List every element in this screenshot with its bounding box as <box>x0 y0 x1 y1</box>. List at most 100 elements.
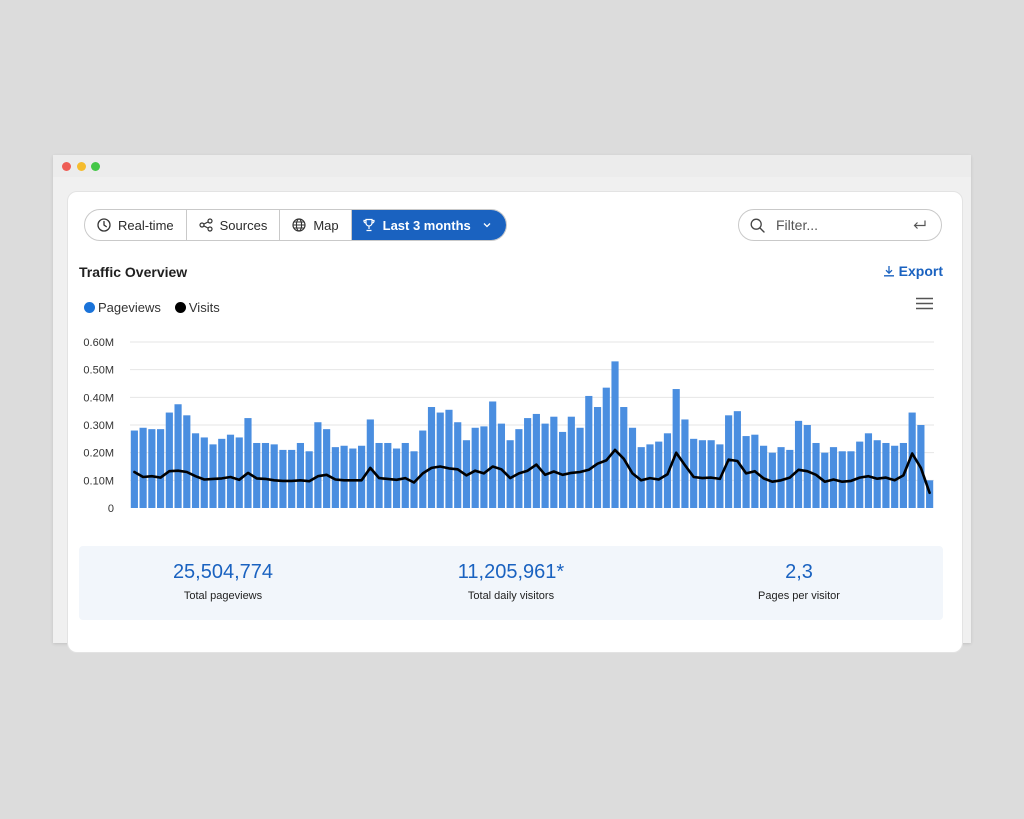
y-tick-label: 0.10M <box>83 475 114 487</box>
pageviews-bar[interactable] <box>305 451 313 508</box>
pageviews-bar[interactable] <box>384 442 392 508</box>
pageviews-bar[interactable] <box>261 442 270 508</box>
legend-item-pageviews[interactable]: Pageviews <box>84 300 161 315</box>
pageviews-bar[interactable] <box>655 441 663 508</box>
pageviews-bar[interactable] <box>637 447 645 508</box>
pageviews-bar[interactable] <box>585 395 593 508</box>
pageviews-bar[interactable] <box>157 429 165 508</box>
clock-icon <box>97 218 111 232</box>
pageviews-bar[interactable] <box>165 412 173 508</box>
export-button[interactable]: Export <box>883 263 943 279</box>
tab-map[interactable]: Map <box>280 210 352 240</box>
pageviews-bar[interactable] <box>436 412 444 508</box>
view-switcher: Real-time Sources Map <box>84 209 507 241</box>
pageviews-bar[interactable] <box>856 441 864 508</box>
pageviews-bar[interactable] <box>777 447 785 508</box>
pageviews-bar[interactable] <box>358 445 366 508</box>
pageviews-bar[interactable] <box>646 444 654 508</box>
minimize-window-button[interactable] <box>77 162 86 171</box>
pageviews-bar[interactable] <box>270 444 278 508</box>
pageviews-bar[interactable] <box>794 420 803 508</box>
pageviews-bar[interactable] <box>454 422 462 508</box>
enter-icon[interactable] <box>912 219 927 232</box>
pageviews-bar[interactable] <box>253 442 261 508</box>
pageviews-bar[interactable] <box>576 427 584 508</box>
export-label: Export <box>898 263 943 279</box>
pageviews-bar[interactable] <box>340 445 348 508</box>
pageviews-bar[interactable] <box>130 430 138 508</box>
maximize-window-button[interactable] <box>91 162 100 171</box>
filter-input[interactable] <box>774 216 908 234</box>
pageviews-bar[interactable] <box>288 449 296 508</box>
pageviews-bar[interactable] <box>891 445 899 508</box>
pageviews-bar[interactable] <box>314 422 322 508</box>
pageviews-bar[interactable] <box>375 442 383 508</box>
pageviews-bar[interactable] <box>663 433 672 508</box>
pageviews-bar[interactable] <box>803 425 811 508</box>
pageviews-bar[interactable] <box>567 416 575 508</box>
pageviews-bar[interactable] <box>628 427 637 508</box>
close-window-button[interactable] <box>62 162 71 171</box>
pageviews-bar[interactable] <box>515 429 523 508</box>
pageviews-bar[interactable] <box>550 416 558 508</box>
pageviews-bar[interactable] <box>200 437 208 508</box>
pageviews-bar[interactable] <box>148 429 156 508</box>
pageviews-bar[interactable] <box>698 440 706 508</box>
pageviews-bar[interactable] <box>873 440 881 508</box>
pageviews-bar[interactable] <box>838 451 846 508</box>
pageviews-bar[interactable] <box>593 407 602 508</box>
pageviews-bar[interactable] <box>882 442 890 508</box>
pageviews-bar[interactable] <box>209 444 217 508</box>
pageviews-bar[interactable] <box>690 438 698 508</box>
pageviews-bar[interactable] <box>733 411 741 508</box>
pageviews-bar[interactable] <box>401 442 409 508</box>
pageviews-bar[interactable] <box>419 430 427 508</box>
pageviews-bar[interactable] <box>427 407 436 508</box>
pageviews-bar[interactable] <box>349 448 357 508</box>
pageviews-bar[interactable] <box>244 418 252 508</box>
pageviews-bar[interactable] <box>506 440 514 508</box>
legend-item-visits[interactable]: Visits <box>174 300 220 315</box>
pageviews-bar[interactable] <box>611 361 619 508</box>
pageviews-bar[interactable] <box>829 447 838 508</box>
chart-menu-icon[interactable] <box>916 297 933 310</box>
pageviews-bar[interactable] <box>183 415 191 508</box>
pageviews-bar[interactable] <box>174 404 182 508</box>
pageviews-bar[interactable] <box>497 423 505 508</box>
pageviews-bar[interactable] <box>489 401 497 508</box>
pageviews-bar[interactable] <box>331 447 339 508</box>
visits-line[interactable] <box>133 448 931 495</box>
tab-last-3-months[interactable]: Last 3 months <box>351 210 506 240</box>
pageviews-bar[interactable] <box>279 449 287 508</box>
tab-sources[interactable]: Sources <box>187 210 281 240</box>
pageviews-bar[interactable] <box>524 418 532 508</box>
pageviews-bar[interactable] <box>672 389 680 508</box>
pageviews-bar[interactable] <box>707 440 715 508</box>
pageviews-bar[interactable] <box>296 442 304 508</box>
pageviews-bar[interactable] <box>139 427 147 508</box>
pageviews-bar[interactable] <box>532 413 540 508</box>
pageviews-bar[interactable] <box>471 427 479 508</box>
pageviews-bar[interactable] <box>191 433 200 508</box>
pageviews-bar[interactable] <box>392 448 401 508</box>
pageviews-bar[interactable] <box>480 426 488 508</box>
pageviews-bar[interactable] <box>559 431 567 508</box>
stat-pages-per-visitor: 2,3 Pages per visitor <box>655 546 943 620</box>
tab-real-time[interactable]: Real-time <box>85 210 187 240</box>
pageviews-bar[interactable] <box>323 429 331 508</box>
pageviews-bar[interactable] <box>602 387 610 508</box>
pageviews-bar[interactable] <box>541 423 549 508</box>
pageviews-bar[interactable] <box>235 437 243 508</box>
pageviews-bar[interactable] <box>864 433 873 508</box>
pageviews-bar[interactable] <box>445 409 453 508</box>
window-titlebar <box>53 155 971 177</box>
browser-window: Real-time Sources Map <box>53 155 971 653</box>
pageviews-bar[interactable] <box>218 438 226 508</box>
pageviews-bar[interactable] <box>226 434 235 508</box>
y-tick-label: 0 <box>108 503 114 515</box>
pageviews-bar[interactable] <box>908 412 916 508</box>
legend-swatch-visits <box>174 302 186 313</box>
pageviews-bar[interactable] <box>366 419 374 508</box>
pageviews-bar[interactable] <box>926 480 934 508</box>
pageviews-bar[interactable] <box>410 451 418 508</box>
